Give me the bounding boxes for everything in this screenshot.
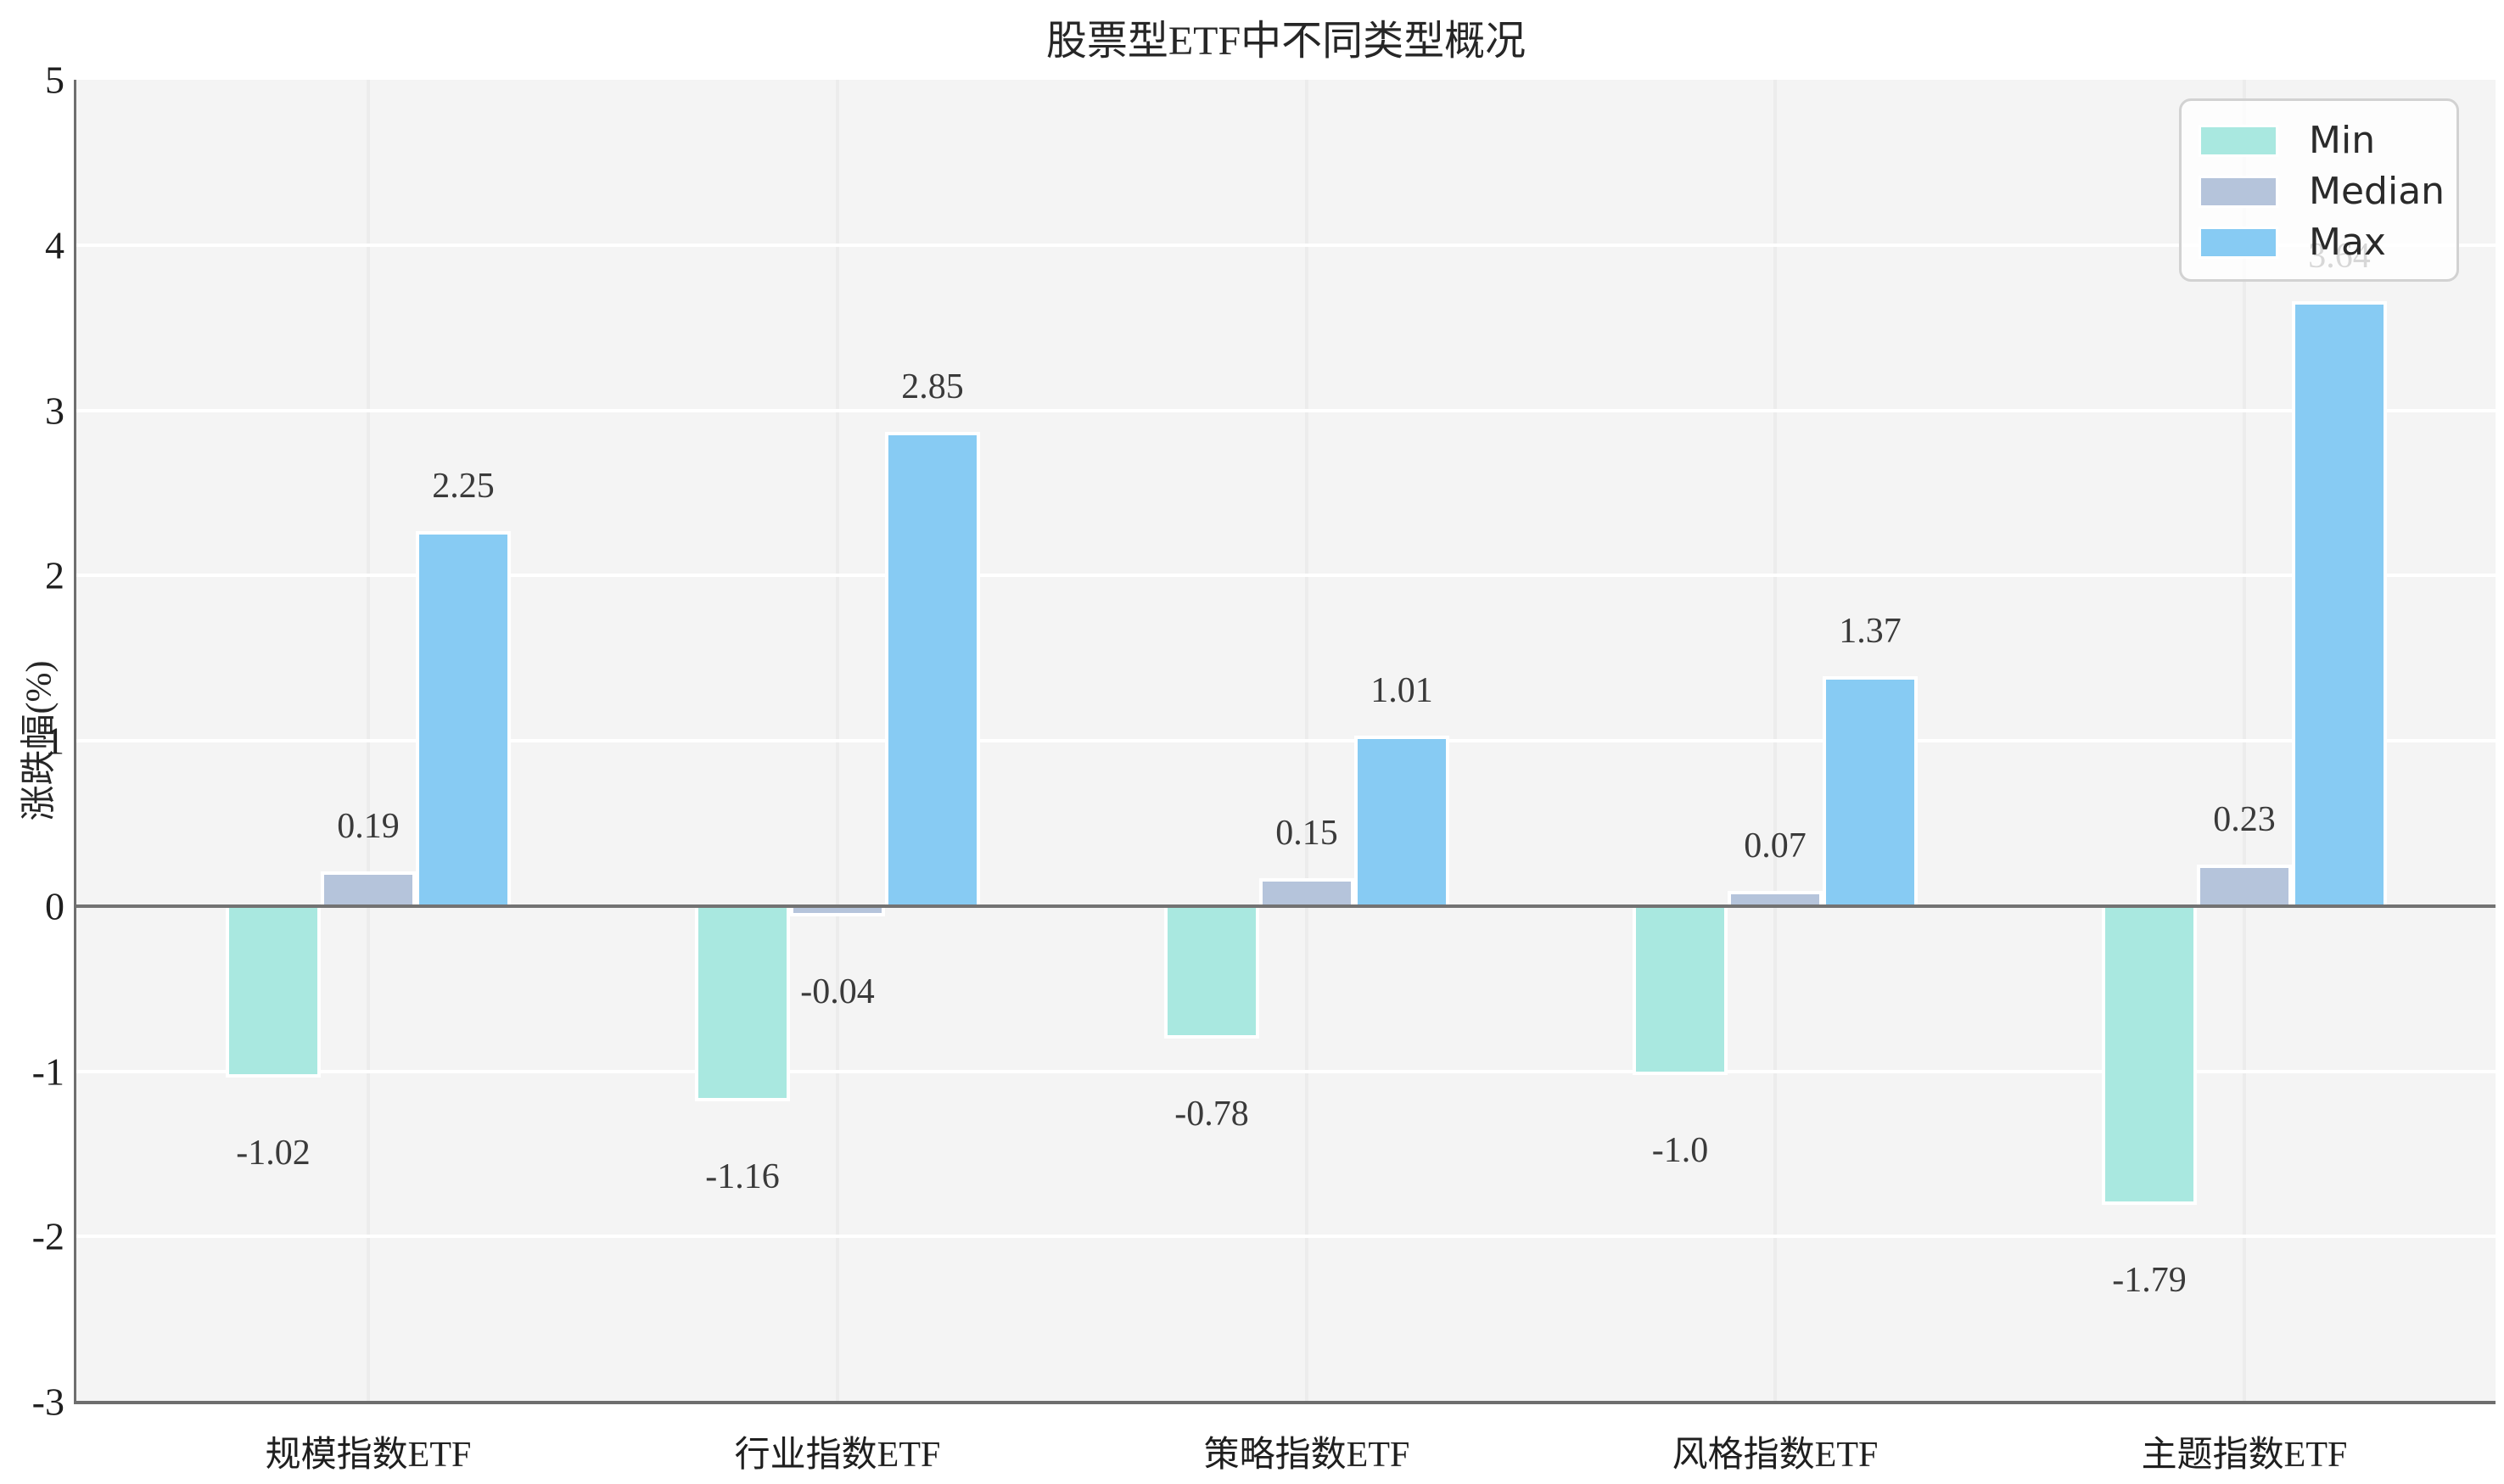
bar-max-3 (1823, 675, 1918, 906)
value-label-max-2: 1.01 (1370, 671, 1433, 711)
bar-median-3 (1728, 891, 1823, 906)
value-label-median-2: 0.15 (1275, 813, 1338, 853)
horizontal-gridline (76, 1069, 2496, 1073)
legend: Min Median Max (2179, 98, 2459, 282)
legend-swatch-min (2199, 125, 2278, 157)
legend-item-max: Max (2199, 217, 2456, 268)
x-tick-label-3: 风格指数ETF (1672, 1436, 1879, 1475)
bar-min-0 (226, 905, 321, 1078)
legend-swatch-median (2199, 176, 2278, 208)
legend-item-median: Median (2199, 166, 2456, 217)
value-label-median-0: 0.19 (337, 806, 400, 846)
horizontal-gridline (76, 408, 2496, 412)
y-tick-label--1: -1 (31, 1050, 64, 1093)
horizontal-gridline (76, 243, 2496, 247)
y-tick-label-5: 5 (45, 58, 64, 102)
bar-min-1 (695, 905, 790, 1101)
chart-title: 股票型ETF中不同类型概况 (1045, 19, 1526, 64)
x-tick-label-1: 行业指数ETF (734, 1436, 941, 1475)
value-label-min-3: -1.0 (1651, 1130, 1709, 1170)
legend-swatch-max (2199, 227, 2278, 259)
y-tick-label--3: -3 (31, 1380, 64, 1424)
value-label-max-0: 2.25 (432, 466, 495, 506)
bar-max-1 (885, 431, 980, 906)
y-tick-label-1: 1 (45, 719, 64, 763)
horizontal-gridline (76, 574, 2496, 578)
bar-max-0 (416, 530, 511, 906)
y-tick-label--2: -2 (31, 1214, 64, 1258)
axis-spine-left (74, 80, 76, 1402)
bar-max-2 (1354, 736, 1449, 906)
bar-max-4 (2292, 300, 2387, 906)
legend-label-max: Max (2309, 221, 2386, 264)
legend-item-min: Min (2199, 115, 2456, 166)
bar-median-4 (2197, 864, 2292, 906)
bar-min-4 (2102, 905, 2197, 1206)
bar-min-2 (1164, 905, 1259, 1039)
value-label-median-3: 0.07 (1744, 826, 1807, 866)
zero-line (74, 904, 2496, 908)
y-tick-label-0: 0 (45, 884, 64, 928)
y-tick-label-3: 3 (45, 389, 64, 432)
value-label-min-0: -1.02 (236, 1134, 311, 1173)
x-tick-label-2: 策略指数ETF (1203, 1436, 1410, 1475)
value-label-median-1: -0.04 (800, 972, 875, 1011)
y-tick-label-4: 4 (45, 223, 64, 267)
legend-label-min: Min (2309, 119, 2376, 162)
horizontal-gridline (76, 739, 2496, 742)
axis-spine-bottom (74, 1401, 2496, 1404)
legend-label-median: Median (2309, 170, 2445, 213)
bar-median-1 (790, 905, 885, 916)
value-label-min-2: -0.78 (1174, 1094, 1249, 1134)
value-label-max-3: 1.37 (1839, 611, 1902, 651)
x-tick-label-4: 主题指数ETF (2141, 1436, 2348, 1475)
value-label-min-1: -1.16 (705, 1156, 780, 1196)
x-tick-label-0: 规模指数ETF (265, 1436, 472, 1475)
bar-min-3 (1633, 905, 1728, 1075)
value-label-median-4: 0.23 (2213, 799, 2276, 839)
y-tick-label-2: 2 (45, 553, 64, 597)
value-label-max-1: 2.85 (901, 367, 964, 406)
horizontal-gridline (76, 1235, 2496, 1239)
value-label-min-4: -1.79 (2112, 1261, 2187, 1301)
bar-median-0 (321, 871, 416, 906)
bar-median-2 (1259, 877, 1354, 906)
